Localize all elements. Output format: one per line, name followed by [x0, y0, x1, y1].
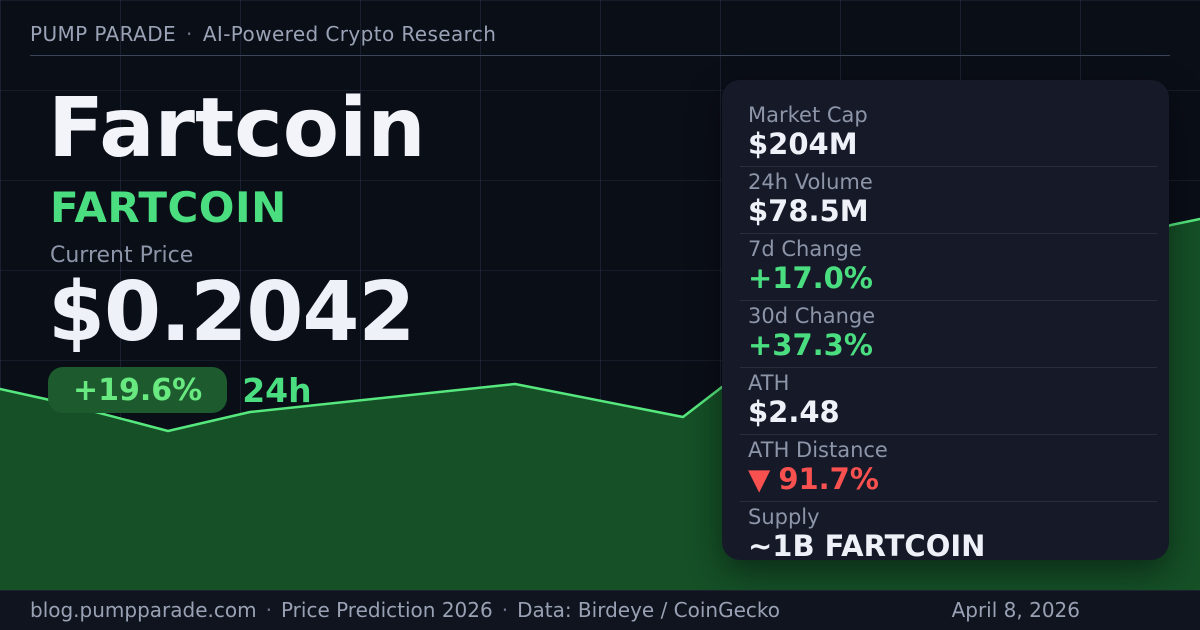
stat-value: ~1B FARTCOIN [748, 529, 986, 563]
stat-label: 7d Change [748, 237, 862, 261]
footer-data-source: Data: Birdeye / CoinGecko [517, 598, 781, 622]
stat-label: ATH Distance [748, 438, 888, 462]
stat-row-30d-change: 30d Change +37.3% [740, 301, 1157, 368]
coin-ticker: FARTCOIN [50, 183, 287, 232]
stat-label: 24h Volume [748, 170, 873, 194]
stat-row-supply: Supply ~1B FARTCOIN [740, 502, 1157, 568]
footer-separator: · [501, 598, 509, 622]
stat-row-24h-volume: 24h Volume $78.5M [740, 167, 1157, 234]
footer-info: blog.pumpparade.com · Price Prediction 202… [30, 591, 780, 630]
stat-row-7d-change: 7d Change +17.0% [740, 234, 1157, 301]
stat-value: +17.0% [748, 261, 873, 295]
stat-row-ath-distance: ATH Distance ▼ 91.7% [740, 435, 1157, 502]
header-divider [30, 55, 1170, 56]
coin-name: Fartcoin [48, 81, 426, 176]
footer-site: blog.pumpparade.com [30, 598, 257, 622]
brand-name: PUMP PARADE [30, 22, 177, 46]
price-change-row: +19.6% 24h [48, 367, 312, 413]
current-price-value: $0.2042 [48, 265, 415, 360]
brand-tagline: AI-Powered Crypto Research [202, 22, 497, 46]
stat-label: 30d Change [748, 304, 876, 328]
footer-date: April 8, 2026 [951, 598, 1080, 622]
stat-value: ▼ 91.7% [748, 463, 1157, 496]
site-header: PUMP PARADE · AI-Powered Crypto Research [30, 22, 496, 46]
footer-page-title: Price Prediction 2026 [280, 598, 493, 622]
stat-value: $204M [748, 127, 858, 161]
footer-separator: · [265, 598, 272, 622]
stat-label: ATH [748, 371, 790, 395]
stat-value: $2.48 [748, 395, 840, 429]
change-period-label: 24h [242, 370, 312, 410]
change-badge: +19.6% [48, 367, 228, 413]
stat-value: +37.3% [748, 328, 873, 362]
stat-label: Supply [748, 505, 820, 529]
stat-row-market-cap: Market Cap $204M [740, 100, 1157, 167]
stats-panel: Market Cap $204M 24h Volume $78.5M 7d Ch… [722, 80, 1169, 563]
stat-row-ath: ATH $2.48 [740, 368, 1157, 435]
stat-label: Market Cap [748, 103, 868, 127]
stat-value: $78.5M [748, 194, 869, 228]
ath-distance-value: 91.7% [778, 462, 879, 496]
header-separator: · [186, 22, 193, 46]
footer-bar: blog.pumpparade.com · Price Prediction 202… [0, 590, 1200, 630]
down-triangle-icon: ▼ [748, 462, 771, 496]
current-price-label: Current Price [50, 243, 194, 268]
